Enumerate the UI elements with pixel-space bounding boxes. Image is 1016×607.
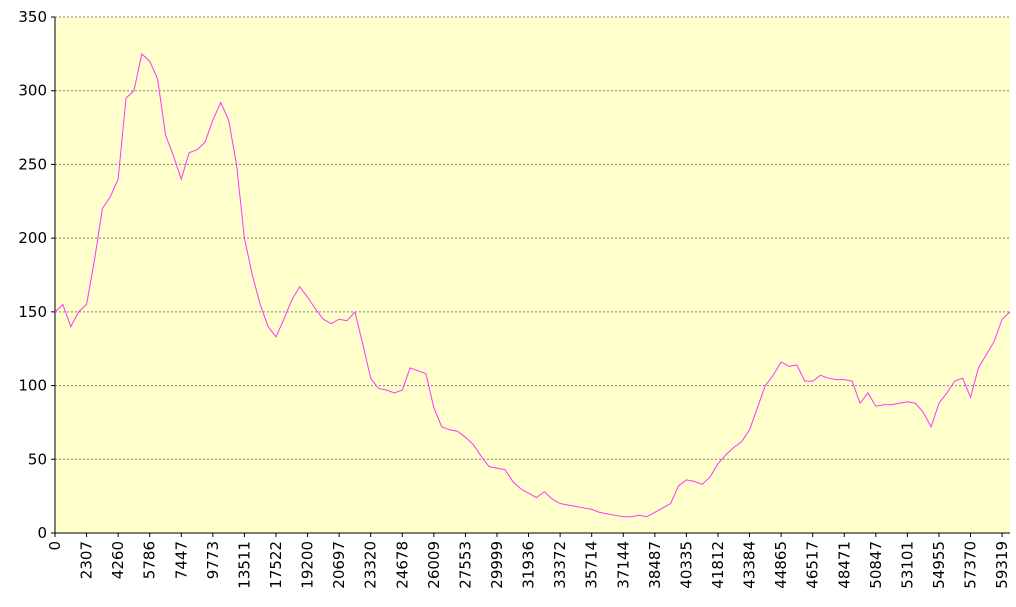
x-tick-label: 59319 <box>993 541 1011 589</box>
data-line <box>54 52 1011 518</box>
x-tick-label: 53101 <box>898 541 916 589</box>
x-tick-label: 2307 <box>78 541 96 579</box>
x-tick-label: 7447 <box>172 541 190 579</box>
x-tick-label: 4260 <box>109 541 127 579</box>
x-tick-label: 26009 <box>425 541 443 589</box>
x-tick-label: 29999 <box>488 541 506 589</box>
x-tick-label: 48471 <box>835 541 853 589</box>
y-tick-label: 300 <box>18 82 47 100</box>
y-tick-label: 50 <box>28 450 47 468</box>
y-tick-label: 250 <box>18 155 47 173</box>
x-tick-label: 5786 <box>141 541 159 579</box>
x-tick-label: 43384 <box>741 541 759 589</box>
x-tick-label: 50847 <box>867 541 885 589</box>
x-tick-label: 20697 <box>330 541 348 589</box>
x-tick-label: 17522 <box>267 541 285 589</box>
y-tick-label: 350 <box>18 8 47 26</box>
x-tick-label: 27553 <box>456 541 474 589</box>
x-tick-label: 40335 <box>677 541 695 589</box>
x-tick-label: 37144 <box>614 541 632 589</box>
x-tick-label: 13511 <box>235 541 253 589</box>
x-tick-label: 54955 <box>930 541 948 589</box>
y-tick-label: 200 <box>18 229 47 247</box>
y-tick-label: 150 <box>18 303 47 321</box>
x-tick-label: 24678 <box>393 541 411 589</box>
x-tick-label: 44865 <box>772 541 790 589</box>
x-tick-label: 35714 <box>583 541 601 589</box>
y-tick-label: 100 <box>18 377 47 395</box>
x-tick-label: 46517 <box>804 541 822 589</box>
x-tick-label: 33372 <box>551 541 569 589</box>
x-tick-label: 31936 <box>520 541 538 589</box>
x-tick-label: 23320 <box>362 541 380 589</box>
x-tick-label: 9773 <box>204 541 222 579</box>
x-tick-label: 19200 <box>299 541 317 589</box>
x-tick-label: 41812 <box>709 541 727 589</box>
x-tick-label: 38487 <box>646 541 664 589</box>
x-tick-label: 57370 <box>962 541 980 589</box>
plot-area <box>55 17 1010 533</box>
y-tick-label: 0 <box>37 524 47 542</box>
x-tick-label: 0 <box>46 541 64 551</box>
